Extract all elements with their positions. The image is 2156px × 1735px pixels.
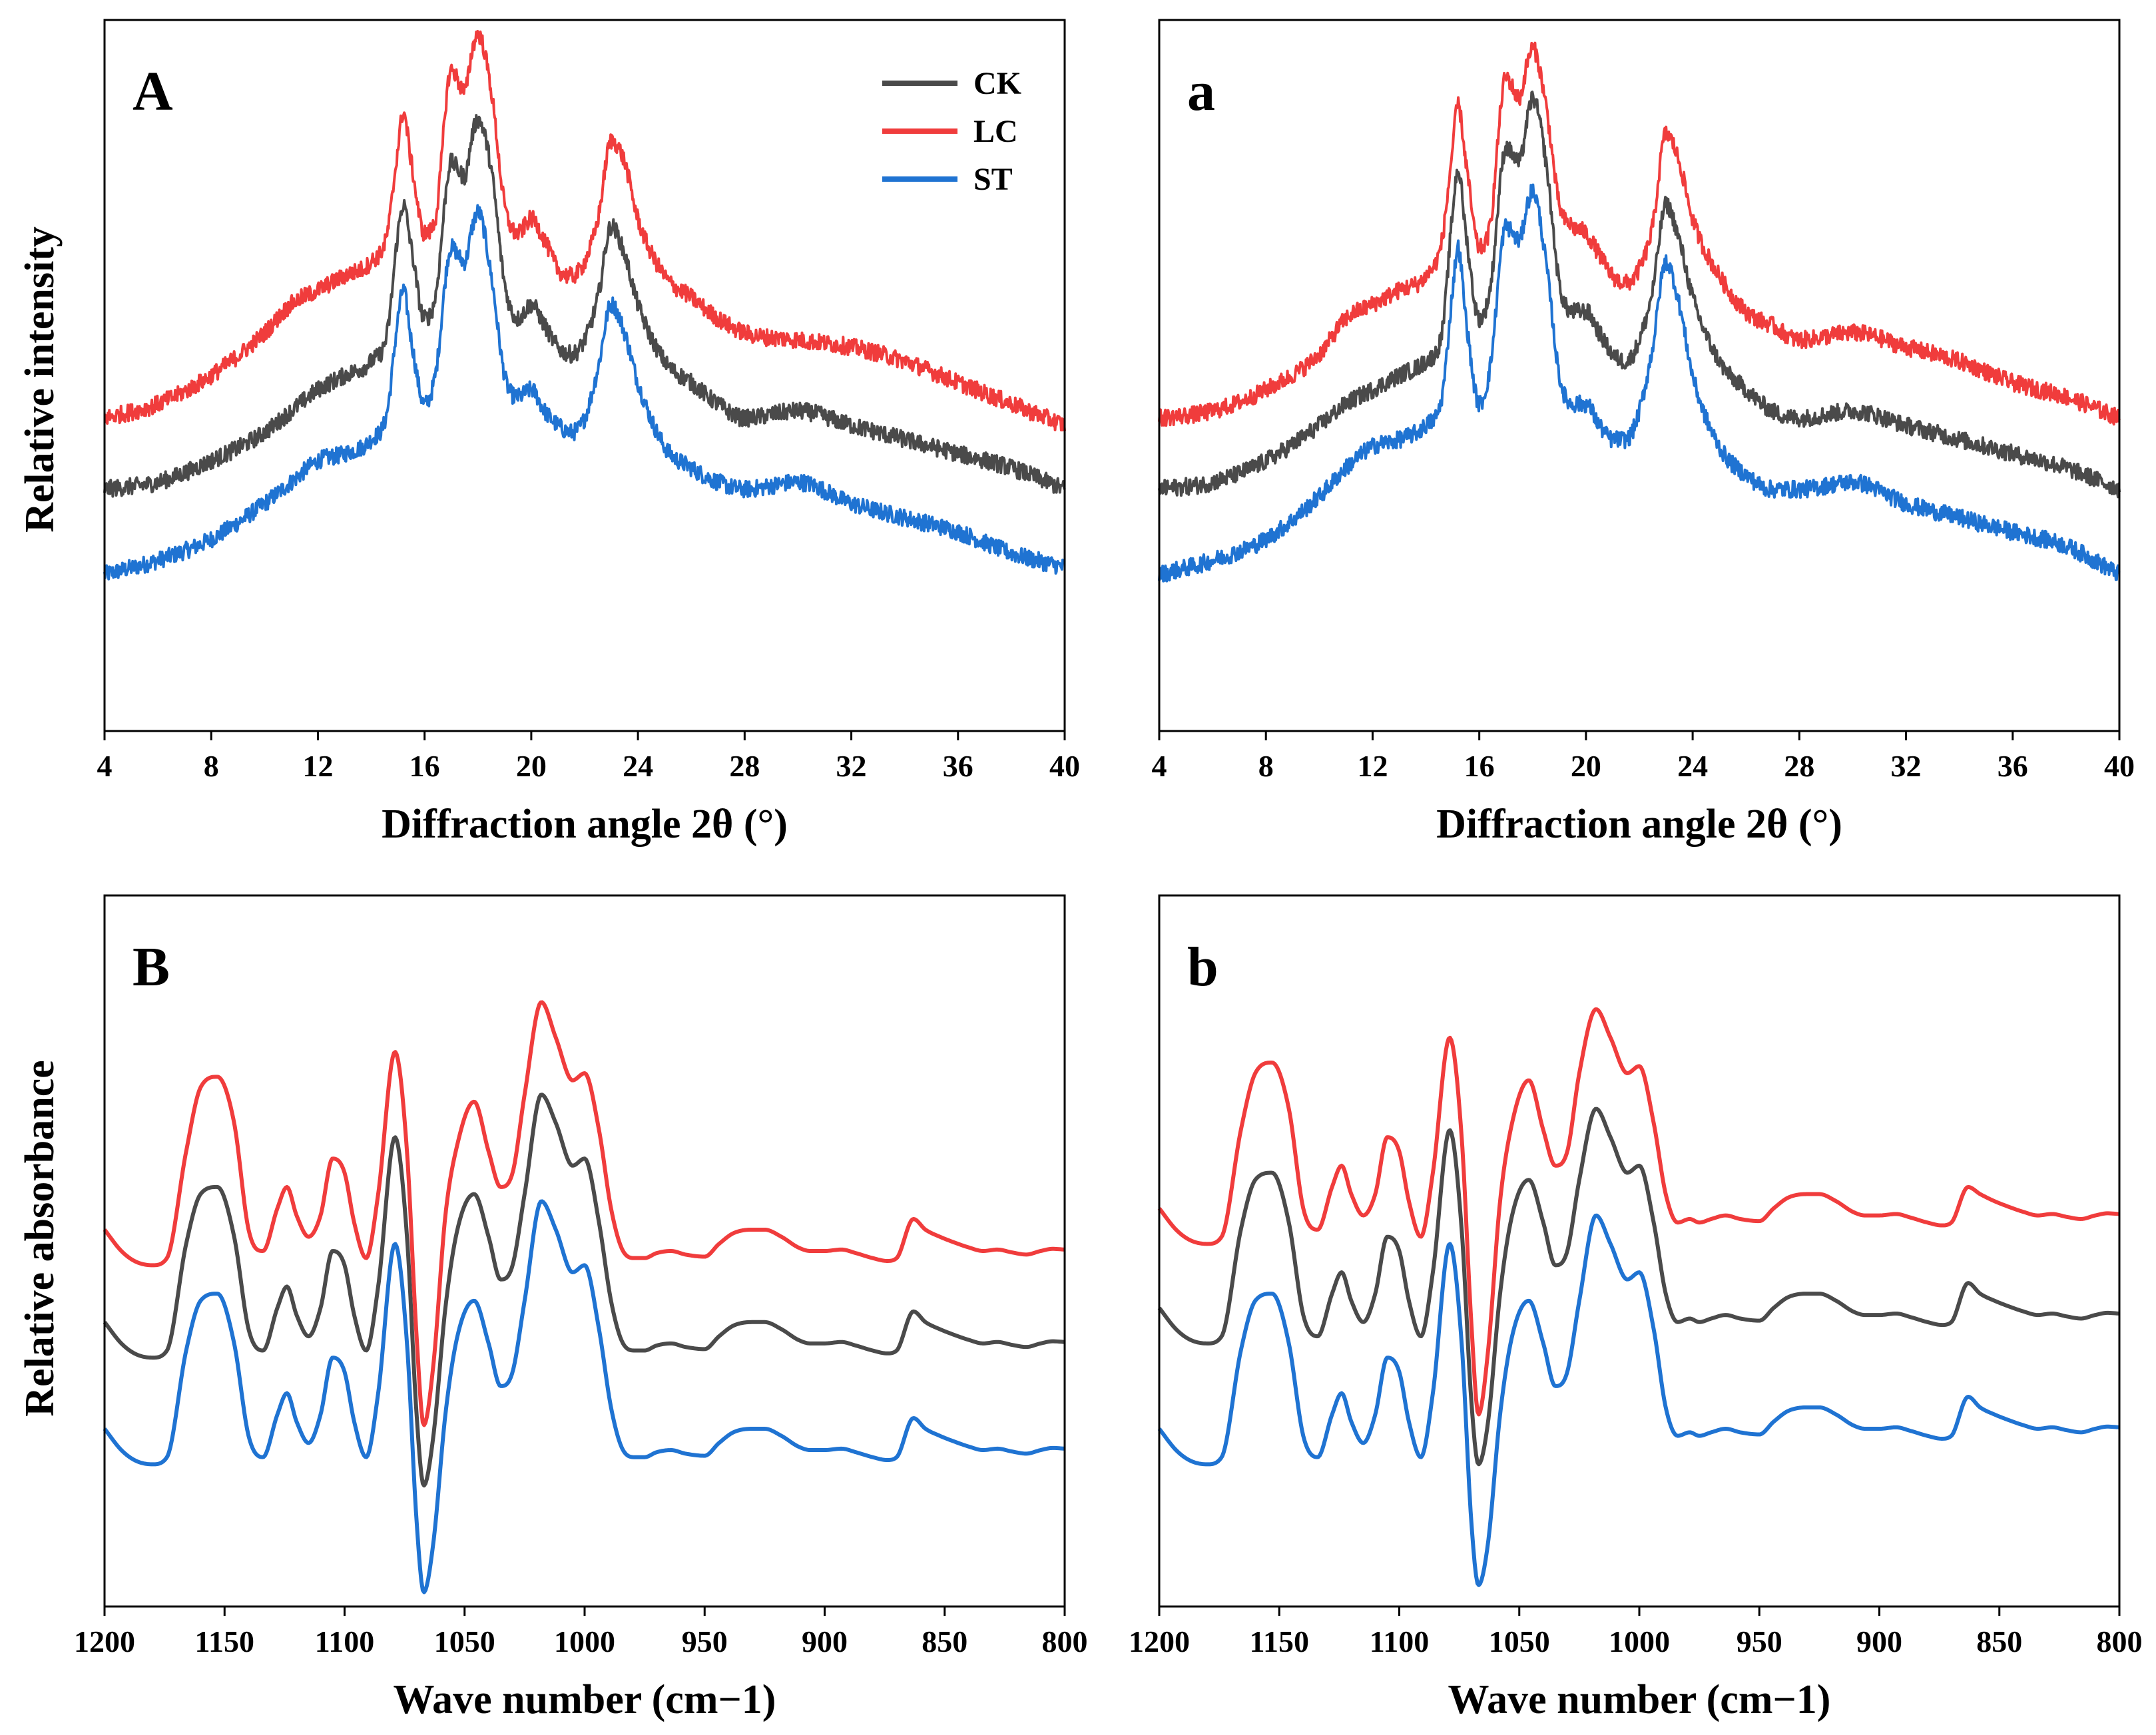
x-tick-label: 1050 bbox=[434, 1624, 495, 1658]
plot-frame bbox=[103, 19, 1066, 732]
plot-frame bbox=[1158, 19, 2121, 732]
panels: 4 8 12 16 20 24 28 32 36 40 Diffraction angle 2θ (… bbox=[74, 19, 2143, 1722]
x-tick-label: 1100 bbox=[1370, 1624, 1429, 1658]
x-tick-label: 12 bbox=[302, 749, 333, 783]
x-tick-label: 28 bbox=[1784, 749, 1814, 783]
chart-panel-a: 4 8 12 16 20 24 28 32 36 40 Diffraction angle 2θ (… bbox=[1152, 19, 2135, 847]
x-tick-label: 28 bbox=[729, 749, 760, 783]
chart-panel-B: 1200 1150 1100 1050 1000 950 900 850 800 Wave num… bbox=[74, 894, 1088, 1722]
x-tick-label: 1000 bbox=[1609, 1624, 1670, 1658]
x-tick-label: 24 bbox=[1677, 749, 1708, 783]
x-tick-label: 20 bbox=[1571, 749, 1601, 783]
series-line-st bbox=[103, 204, 1065, 581]
legend-label-ck: CK bbox=[973, 66, 1021, 101]
panel-letter: a bbox=[1187, 61, 1215, 123]
x-tick-label: 950 bbox=[1737, 1624, 1782, 1658]
x-tick-label: 4 bbox=[97, 749, 113, 783]
series-line-lc bbox=[103, 30, 1066, 431]
x-axis-title: Wave number (cm−1) bbox=[394, 1677, 776, 1722]
x-tick-label: 40 bbox=[1049, 749, 1080, 783]
chart-panel-A: 4 8 12 16 20 24 28 32 36 40 Diffraction angle 2θ (… bbox=[97, 19, 1080, 847]
series-line-ck bbox=[103, 1093, 1065, 1488]
x-tick-label: 1150 bbox=[195, 1624, 254, 1658]
series-line-ck bbox=[103, 114, 1066, 498]
series-line-lc bbox=[1158, 41, 2121, 427]
series-line-lc bbox=[103, 1000, 1065, 1427]
x-tick-label: 24 bbox=[623, 749, 653, 783]
x-tick-label: 20 bbox=[516, 749, 547, 783]
x-tick-label: 32 bbox=[836, 749, 867, 783]
x-tick-label: 1100 bbox=[315, 1624, 374, 1658]
legend-label-st: ST bbox=[973, 162, 1013, 197]
plot-frame bbox=[103, 894, 1066, 1608]
x-axis-title: Diffraction angle 2θ (°) bbox=[1436, 802, 1842, 847]
x-tick-label: 800 bbox=[1042, 1624, 1088, 1658]
x-tick-label: 1150 bbox=[1250, 1624, 1309, 1658]
x-tick-label: 800 bbox=[2097, 1624, 2143, 1658]
x-tick-label: 4 bbox=[1152, 749, 1167, 783]
y-axis-title-relative-absorbance: Relative absorbance bbox=[17, 1060, 63, 1417]
x-tick-label: 8 bbox=[1258, 749, 1274, 783]
panel-letter: b bbox=[1187, 936, 1218, 998]
x-tick-label: 36 bbox=[1998, 749, 2028, 783]
x-tick-label: 32 bbox=[1891, 749, 1922, 783]
x-tick-label: 40 bbox=[2104, 749, 2135, 783]
series-line-st bbox=[103, 1199, 1065, 1595]
x-tick-label: 36 bbox=[943, 749, 973, 783]
x-tick-label: 1200 bbox=[74, 1624, 135, 1658]
panel-letter: A bbox=[133, 61, 173, 123]
x-tick-label: 850 bbox=[1976, 1624, 2022, 1658]
x-tick-label: 12 bbox=[1357, 749, 1388, 783]
x-tick-label: 900 bbox=[802, 1624, 848, 1658]
legend-label-lc: LC bbox=[973, 114, 1018, 149]
x-axis-title: Wave number (cm−1) bbox=[1448, 1677, 1831, 1722]
x-axis-title: Diffraction angle 2θ (°) bbox=[382, 802, 788, 847]
plot-frame bbox=[1158, 894, 2121, 1608]
series-line-st bbox=[1158, 183, 2121, 583]
series-line-lc bbox=[1157, 1007, 2120, 1417]
series-line-ck bbox=[1158, 91, 2121, 499]
x-tick-label: 950 bbox=[682, 1624, 728, 1658]
x-tick-label: 1050 bbox=[1489, 1624, 1550, 1658]
legend: CK LC ST bbox=[882, 66, 1021, 197]
x-tick-label: 1200 bbox=[1129, 1624, 1190, 1658]
x-tick-label: 8 bbox=[204, 749, 219, 783]
x-tick-label: 1000 bbox=[554, 1624, 615, 1658]
series-line-st bbox=[1157, 1213, 2120, 1587]
series-line-ck bbox=[1157, 1107, 2120, 1467]
panel-letter: B bbox=[133, 936, 170, 998]
x-tick-label: 900 bbox=[1856, 1624, 1902, 1658]
x-tick-label: 16 bbox=[409, 749, 440, 783]
x-tick-label: 16 bbox=[1464, 749, 1495, 783]
y-axis-title-relative-intensity: Relative intensity bbox=[17, 226, 63, 533]
chart-panel-b: 1200 1150 1100 1050 1000 950 900 850 800 Wave num… bbox=[1129, 894, 2143, 1722]
x-tick-label: 850 bbox=[922, 1624, 967, 1658]
